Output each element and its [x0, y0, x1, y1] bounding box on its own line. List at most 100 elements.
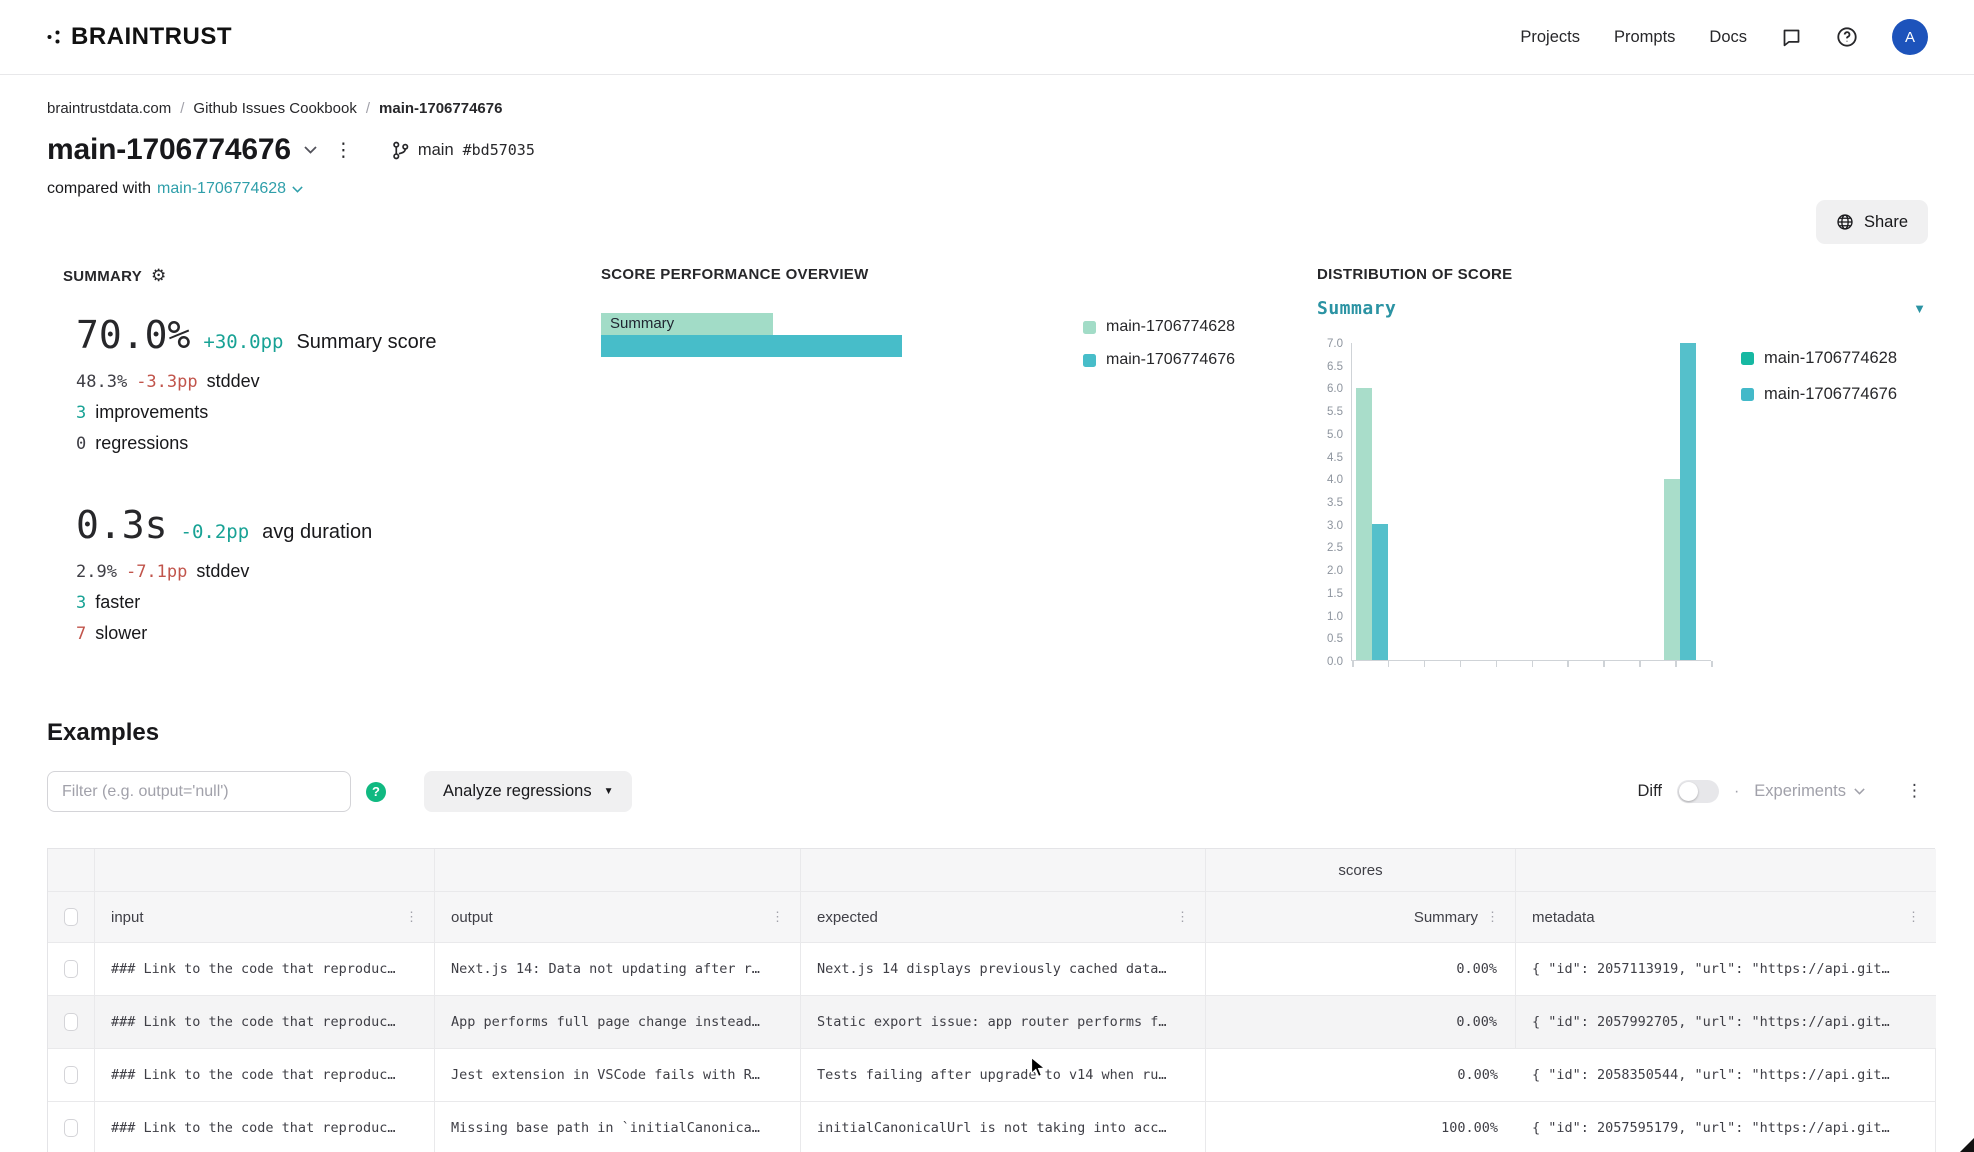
- filter-help-icon[interactable]: ?: [366, 782, 386, 802]
- summary-score-value: 70.0%: [76, 313, 190, 357]
- breadcrumb-project[interactable]: Github Issues Cookbook: [193, 100, 356, 117]
- legend-item-baseline[interactable]: main-1706774628: [1741, 349, 1897, 368]
- legend-swatch: [1741, 388, 1754, 401]
- histogram-bar[interactable]: [1372, 524, 1388, 660]
- cell-metadata[interactable]: { "id": 2057992705, "url": "https://api.…: [1516, 996, 1936, 1049]
- avg-duration-delta: -0.2pp: [181, 521, 250, 543]
- cell-summary-score[interactable]: 0.00%: [1206, 996, 1516, 1049]
- column-header-output[interactable]: output⋮: [435, 892, 801, 943]
- share-button[interactable]: Share: [1816, 200, 1928, 244]
- cell-input[interactable]: ### Link to the code that reproduc…: [95, 1102, 435, 1152]
- cell-output[interactable]: Missing base path in `initialCanonica…: [435, 1102, 801, 1152]
- cell-metadata[interactable]: { "id": 2058350544, "url": "https://api.…: [1516, 1049, 1936, 1102]
- legend-swatch: [1083, 354, 1096, 367]
- legend-item-experiment[interactable]: main-1706774676: [1741, 385, 1897, 404]
- histogram-bar[interactable]: [1356, 388, 1372, 660]
- regressions-label: regressions: [95, 428, 188, 458]
- nav-projects[interactable]: Projects: [1520, 28, 1580, 47]
- column-kebab-icon[interactable]: ⋮: [771, 909, 784, 925]
- diff-toggle[interactable]: [1677, 780, 1719, 803]
- title-kebab-menu-icon[interactable]: ⋮: [330, 141, 357, 160]
- chevron-down-icon: [1854, 788, 1865, 795]
- experiment-score-bar[interactable]: [601, 335, 902, 357]
- score-stddev-value: 48.3%: [76, 367, 127, 397]
- distribution-dropdown-triangle-icon[interactable]: ▼: [1913, 301, 1926, 316]
- cell-metadata[interactable]: { "id": 2057595179, "url": "https://api.…: [1516, 1102, 1936, 1152]
- column-kebab-icon[interactable]: ⋮: [1176, 909, 1189, 925]
- breadcrumb-separator: /: [366, 100, 370, 117]
- histogram-bar[interactable]: [1680, 343, 1696, 660]
- distribution-panel: DISTRIBUTION OF SCORE Summary ▼ 7.06.56.…: [1317, 266, 1934, 661]
- legend-item-baseline[interactable]: main-1706774628: [1083, 318, 1235, 336]
- row-select-cell: [48, 1102, 95, 1152]
- row-checkbox[interactable]: [64, 960, 78, 978]
- regressions-count: 0: [76, 429, 86, 459]
- select-all-checkbox[interactable]: [64, 908, 78, 926]
- legend-item-experiment[interactable]: main-1706774676: [1083, 351, 1235, 369]
- help-icon[interactable]: [1836, 26, 1858, 48]
- analyze-regressions-button[interactable]: Analyze regressions ▼: [424, 771, 632, 812]
- row-select-cell: [48, 996, 95, 1049]
- improvements-count: 3: [76, 398, 86, 428]
- compared-with-experiment-link[interactable]: main-1706774628: [157, 180, 303, 198]
- column-header-input[interactable]: input⋮: [95, 892, 435, 943]
- column-kebab-icon[interactable]: ⋮: [405, 909, 418, 925]
- histogram-bar[interactable]: [1664, 479, 1680, 660]
- table-options-kebab-icon[interactable]: ⋮: [1902, 783, 1927, 800]
- row-checkbox[interactable]: [64, 1013, 78, 1031]
- improvements-label: improvements: [95, 397, 208, 427]
- slower-label: slower: [95, 618, 147, 648]
- cell-summary-score[interactable]: 0.00%: [1206, 1049, 1516, 1102]
- braintrust-experiment-page: BRAINTRUST Projects Prompts Docs A brai: [0, 0, 1974, 1152]
- cell-metadata[interactable]: { "id": 2057113919, "url": "https://api.…: [1516, 943, 1936, 996]
- summary-settings-gear-icon[interactable]: ⚙: [151, 266, 167, 286]
- legend-swatch: [1083, 321, 1096, 334]
- cell-expected[interactable]: initialCanonicalUrl is not taking into a…: [801, 1102, 1206, 1152]
- title-chevron-down-icon[interactable]: [304, 146, 317, 154]
- cell-input[interactable]: ### Link to the code that reproduc…: [95, 943, 435, 996]
- distribution-metric-selector[interactable]: Summary ▼: [1317, 298, 1934, 319]
- cell-summary-score[interactable]: 0.00%: [1206, 943, 1516, 996]
- compared-with-label: compared with: [47, 180, 151, 198]
- score-stat-block: 70.0% +30.0pp Summary score 48.3% -3.3pp…: [76, 313, 601, 459]
- cell-output[interactable]: Jest extension in VSCode fails with R…: [435, 1049, 801, 1102]
- feedback-chat-icon[interactable]: [1781, 27, 1802, 48]
- distribution-metric-label[interactable]: Summary: [1317, 298, 1396, 319]
- breadcrumb-org[interactable]: braintrustdata.com: [47, 100, 171, 117]
- cell-expected[interactable]: Static export issue: app router performs…: [801, 996, 1206, 1049]
- duration-stat-block: 0.3s -0.2pp avg duration 2.9% -7.1pp std…: [76, 503, 601, 649]
- experiment-title-row: main-1706774676 ⋮ main #bd57035: [0, 117, 1974, 167]
- cell-input[interactable]: ### Link to the code that reproduc…: [95, 996, 435, 1049]
- duration-stddev-value: 2.9%: [76, 557, 117, 587]
- row-checkbox[interactable]: [64, 1066, 78, 1084]
- breadcrumb: braintrustdata.com / Github Issues Cookb…: [0, 75, 1974, 117]
- top-navigation-bar: BRAINTRUST Projects Prompts Docs A: [0, 0, 1974, 75]
- column-header-metadata[interactable]: metadata⋮: [1516, 892, 1936, 943]
- compared-with-row: compared with main-1706774628: [0, 167, 1974, 198]
- column-header-summary[interactable]: Summary⋮: [1206, 892, 1516, 943]
- column-kebab-icon[interactable]: ⋮: [1907, 909, 1920, 925]
- column-header-expected[interactable]: expected⋮: [801, 892, 1206, 943]
- nav-docs[interactable]: Docs: [1709, 28, 1747, 47]
- row-select-cell: [48, 943, 95, 996]
- cell-input[interactable]: ### Link to the code that reproduc…: [95, 1049, 435, 1102]
- row-checkbox[interactable]: [64, 1119, 78, 1137]
- user-avatar[interactable]: A: [1892, 19, 1928, 55]
- summary-heading: SUMMARY: [63, 268, 142, 285]
- braintrust-logo[interactable]: BRAINTRUST: [46, 23, 232, 51]
- cell-expected[interactable]: Tests failing after upgrade to v14 when …: [801, 1049, 1206, 1102]
- filter-input[interactable]: [47, 771, 351, 812]
- cell-output[interactable]: Next.js 14: Data not updating after r…: [435, 943, 801, 996]
- distribution-histogram[interactable]: [1351, 343, 1711, 661]
- column-kebab-icon[interactable]: ⋮: [1486, 909, 1499, 925]
- overview-charts-section: SUMMARY ⚙ 70.0% +30.0pp Summary score 48…: [0, 266, 1974, 661]
- cell-summary-score[interactable]: 100.00%: [1206, 1102, 1516, 1152]
- cell-expected[interactable]: Next.js 14 displays previously cached da…: [801, 943, 1206, 996]
- git-branch-info: main #bd57035: [392, 141, 535, 160]
- cell-output[interactable]: App performs full page change instead…: [435, 996, 801, 1049]
- nav-prompts[interactable]: Prompts: [1614, 28, 1675, 47]
- experiments-dropdown[interactable]: Experiments: [1754, 782, 1865, 801]
- duration-stddev-delta: -7.1pp: [126, 557, 187, 587]
- mouse-cursor: [1030, 1056, 1047, 1079]
- examples-controls: ? Analyze regressions ▼ Diff · Experimen…: [0, 771, 1974, 812]
